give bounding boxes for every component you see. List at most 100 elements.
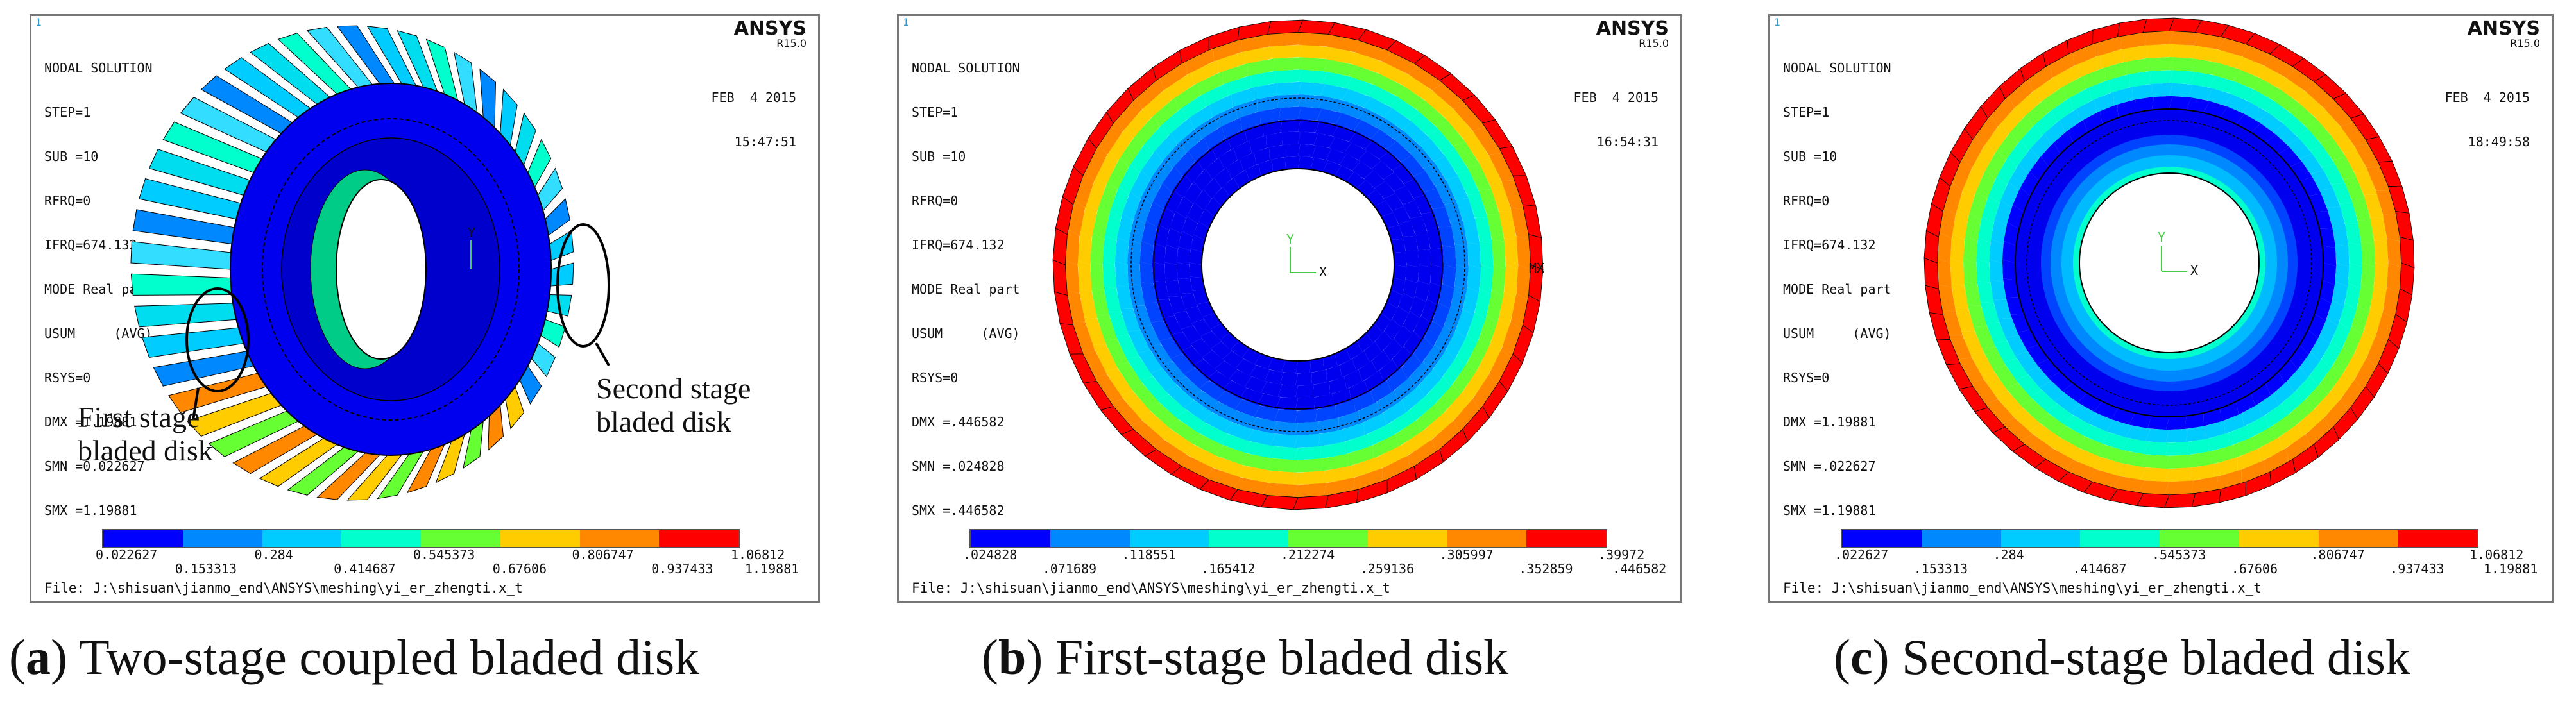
blade-segment — [2237, 448, 2260, 471]
blade-segment — [1243, 441, 1274, 458]
blade-segment — [1179, 127, 1202, 153]
blade-segment — [2165, 441, 2190, 456]
blade-segment — [2126, 58, 2151, 75]
first-stage-label: First stage bladed disk — [78, 401, 213, 467]
blade-segment — [1364, 341, 1382, 362]
blade — [130, 241, 232, 270]
blade-segment — [1139, 240, 1154, 265]
blade-segment — [1433, 156, 1458, 180]
blade-segment — [2049, 437, 2080, 458]
blade-segment — [1990, 219, 2007, 244]
blade-segment — [2278, 424, 2303, 451]
blade-segment — [1998, 317, 2019, 338]
blade-segment — [2332, 226, 2349, 247]
blade-segment — [1436, 383, 1461, 415]
ifrq-label: IFRQ=674.132 — [1783, 237, 1876, 253]
blade-segment — [1322, 353, 1338, 371]
blade-segment — [2370, 285, 2387, 316]
blade-segment — [1197, 71, 1224, 96]
blade-segment — [2251, 383, 2271, 407]
blade-segment — [1462, 221, 1480, 245]
blade-segment — [1358, 150, 1381, 169]
blade-segment — [1231, 87, 1254, 108]
blade-segment — [2330, 130, 2357, 154]
blade-segment — [2289, 161, 2313, 181]
blade-segment — [1164, 262, 1178, 281]
blade-segment — [2002, 417, 2033, 442]
blade-segment — [2000, 105, 2024, 135]
legend-swatch — [2398, 530, 2477, 547]
blade-segment — [1204, 468, 1241, 489]
blade-segment — [2020, 399, 2049, 422]
blade-segment — [1377, 444, 1404, 470]
blade-segment — [1207, 371, 1231, 390]
blade-segment — [1394, 376, 1417, 403]
blade-segment — [2331, 182, 2353, 204]
blade-segment — [1421, 299, 1438, 324]
blade-segment — [2299, 351, 2320, 378]
blade-segment — [1430, 247, 1444, 268]
blade-segment — [1170, 353, 1195, 374]
blade-segment — [1371, 160, 1394, 180]
blade-segment — [1166, 228, 1181, 249]
blade-segment — [1490, 318, 1510, 353]
blade-segment — [1992, 366, 2018, 389]
blade-segment — [2008, 164, 2028, 191]
blade-segment — [1193, 221, 1209, 240]
two-stage-contour-plot: Y — [130, 25, 610, 501]
blade-segment — [1254, 147, 1270, 165]
blade-segment — [1432, 420, 1460, 453]
blade-segment — [1090, 260, 1104, 290]
blade-segment — [1981, 346, 2006, 369]
blade-segment — [2120, 31, 2148, 50]
blade-segment — [2015, 351, 2039, 373]
blade-segment — [2351, 305, 2369, 335]
blade-segment — [1479, 240, 1494, 269]
blade-segment — [1295, 397, 1316, 411]
blade-segment — [1240, 453, 1273, 471]
blade-segment — [1952, 158, 1972, 191]
blade-segment — [2031, 133, 2051, 159]
blade-segment — [1404, 332, 1423, 356]
max-marker: MX — [1529, 260, 1544, 276]
blade-segment — [1433, 350, 1455, 380]
blade-segment — [2067, 119, 2088, 143]
blade-segment — [2217, 38, 2251, 56]
blade-segment — [1405, 250, 1419, 267]
blade-segment — [2339, 303, 2357, 331]
rsys-label: RSYS=0 — [1783, 370, 1830, 385]
blade-segment — [2142, 454, 2169, 469]
blade-segment — [1950, 258, 1965, 286]
blade-segment — [1203, 83, 1228, 106]
blade-segment — [1453, 399, 1480, 433]
blade-segment — [1259, 107, 1281, 124]
blade-segment — [1383, 338, 1403, 361]
blade-segment — [1352, 351, 1370, 371]
blade-segment — [1516, 236, 1531, 270]
legend-tick-label: .937433 — [2390, 561, 2444, 576]
blade-segment — [2036, 358, 2061, 379]
blade-segment — [1419, 138, 1446, 162]
blade-segment — [1102, 235, 1117, 265]
blade-segment — [1368, 85, 1399, 106]
panel-second-stage: 1 NODAL SOLUTION STEP=1 SUB =10 RFRQ=0 I… — [1768, 14, 2554, 603]
blade-segment — [2076, 99, 2097, 122]
blade-segment — [2285, 433, 2310, 462]
blade-segment — [1415, 233, 1431, 250]
blade-segment — [2040, 142, 2061, 167]
blade-segment — [2285, 69, 2318, 92]
blade-segment — [1267, 357, 1286, 373]
blade-segment — [1065, 230, 1080, 265]
blade-segment — [1317, 108, 1342, 124]
blade-segment — [1329, 376, 1347, 394]
blade-segment — [1349, 131, 1374, 149]
legend-swatch — [1209, 530, 1288, 547]
blade-segment — [1146, 201, 1163, 228]
blade-segment — [1120, 308, 1141, 332]
blade-segment — [1127, 330, 1150, 353]
blade-segment — [1293, 471, 1326, 485]
blade-segment — [1368, 423, 1393, 447]
legend-tick-label: .446582 — [1612, 561, 1667, 576]
blade-segment — [1245, 123, 1264, 142]
blade-segment — [1116, 362, 1143, 389]
